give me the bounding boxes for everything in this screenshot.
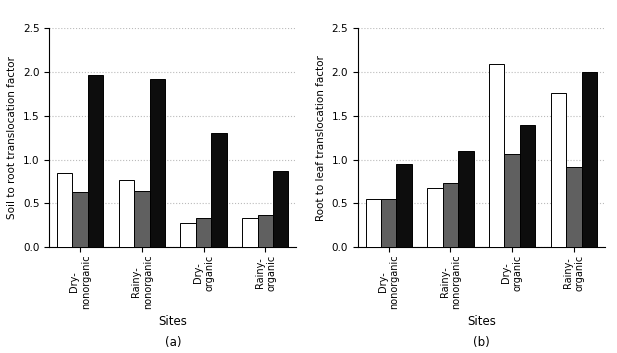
Bar xyxy=(88,74,104,247)
Bar xyxy=(211,133,227,247)
Bar xyxy=(118,180,135,247)
Bar xyxy=(550,93,566,247)
Text: (b): (b) xyxy=(473,336,490,349)
Bar xyxy=(442,183,458,247)
Bar xyxy=(520,125,535,247)
Bar xyxy=(57,173,73,247)
Bar xyxy=(181,223,196,247)
Bar xyxy=(427,189,442,247)
Bar xyxy=(196,218,211,247)
Bar xyxy=(273,171,289,247)
Bar xyxy=(149,79,165,247)
Bar xyxy=(489,64,504,247)
Bar xyxy=(504,154,520,247)
Bar xyxy=(73,192,88,247)
Bar xyxy=(242,218,258,247)
Bar xyxy=(258,215,273,247)
Text: (a): (a) xyxy=(165,336,181,349)
Bar xyxy=(396,164,412,247)
Bar xyxy=(135,191,150,247)
Y-axis label: Soil to root translocation factor: Soil to root translocation factor xyxy=(7,56,17,219)
Bar xyxy=(365,199,381,247)
Bar xyxy=(581,72,597,247)
X-axis label: Sites: Sites xyxy=(467,315,495,328)
Bar xyxy=(381,199,396,247)
Bar xyxy=(458,151,474,247)
Y-axis label: Root to leaf translocation factor: Root to leaf translocation factor xyxy=(316,55,326,221)
Bar xyxy=(566,167,581,247)
X-axis label: Sites: Sites xyxy=(159,315,187,328)
